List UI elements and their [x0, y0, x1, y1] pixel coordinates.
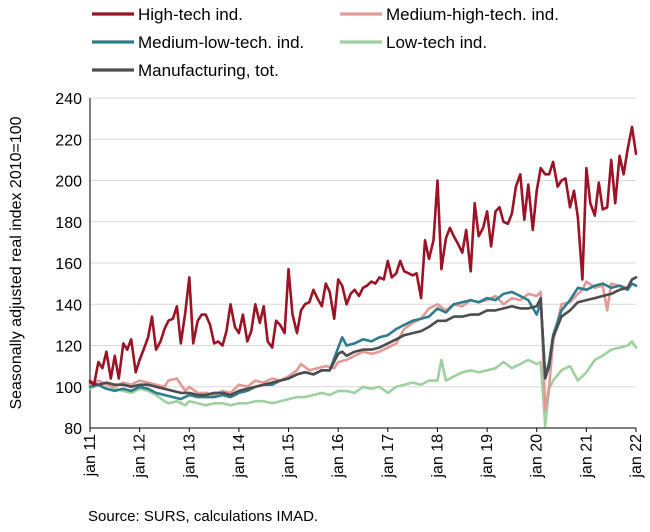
- x-tick-label: jan 18: [429, 434, 446, 479]
- x-tick-label: jan 11: [82, 434, 99, 478]
- y-tick-label: 240: [55, 91, 82, 108]
- x-tick-label: jan 20: [529, 434, 546, 479]
- source-note: Source: SURS, calculations IMAD.: [88, 508, 319, 525]
- y-tick-label: 140: [55, 297, 82, 314]
- y-tick-label: 180: [55, 215, 82, 232]
- series-line: [88, 125, 638, 386]
- x-tick-label: jan 14: [231, 434, 248, 479]
- y-tick-label: 120: [55, 339, 82, 356]
- y-axis-title: Seasonally adjusted real index 2010=100: [8, 116, 25, 409]
- legend-label: Medium-high-tech. ind.: [386, 5, 559, 24]
- x-tick-label: jan 13: [181, 434, 198, 479]
- legend-label: High-tech ind.: [138, 5, 243, 24]
- x-tick-label: jan 19: [479, 434, 496, 479]
- x-tick-label: jan 12: [132, 434, 149, 479]
- x-tick-label: jan 15: [281, 434, 298, 479]
- series-line: [88, 276, 638, 397]
- series-lines: [88, 125, 638, 428]
- legend-label: Manufacturing, tot.: [138, 61, 279, 80]
- x-tick-label: jan 17: [380, 434, 397, 479]
- series-line: [88, 340, 638, 428]
- y-tick-label: 80: [64, 421, 82, 438]
- y-tick-label: 220: [55, 132, 82, 149]
- x-tick-label: jan 21: [578, 434, 595, 479]
- x-tick-label: jan 16: [330, 434, 347, 479]
- x-axis: jan 11 jan 12 jan 13 jan 14 jan 15 jan 16 jan …: [82, 427, 645, 479]
- legend: High-tech ind. Medium-high-tech. ind. Medi…: [92, 5, 559, 80]
- y-tick-label: 200: [55, 174, 82, 191]
- y-tick-label: 160: [55, 256, 82, 273]
- x-tick-label: jan 22: [628, 434, 645, 479]
- y-tick-label: 100: [55, 380, 82, 397]
- legend-label: Medium-low-tech. ind.: [138, 33, 304, 52]
- legend-label: Low-tech ind.: [386, 33, 487, 52]
- y-axis: 80 100 120 140 160 180 200 220 240: [55, 91, 91, 438]
